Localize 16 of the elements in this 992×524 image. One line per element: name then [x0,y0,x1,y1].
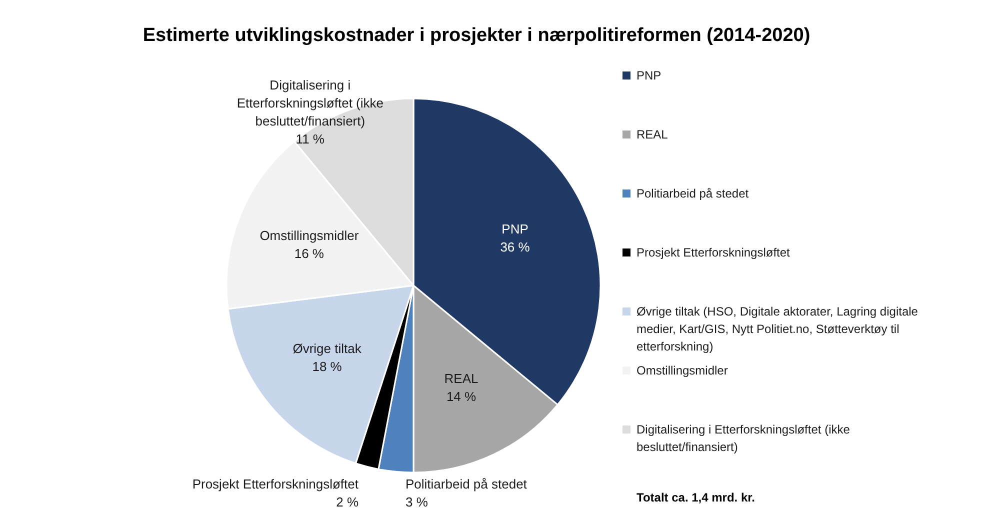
data-label: Digitalisering i Etterforskningsløftet (ikke besluttet/finansiert) 11 % [236,78,384,147]
legend-label: Øvrige tiltak (HSO, Digitale aktorater, Lagring digitale medier, Kart/GIS, Nytt Politiet.no, Støtteverktøy til etterforskning) [636,304,918,354]
legend-label: REAL [636,128,668,142]
text: Totalt ca. 1,4 mrd. kr. [636,490,755,504]
legend-label: Politiarbeid på stedet [636,186,750,200]
legend-label: Omstillingsmidler [636,364,728,378]
data-label: Omstillingsmidler 16 % [260,228,360,262]
legend-label: PNP [636,68,662,82]
data-label: Politiarbeid på stedet 3 % [406,476,528,510]
data-label: Øvrige tiltak 18 % [292,341,362,374]
data-label: Prosjekt Etterforskningsløftet 2 % [192,476,359,510]
legend-label: Digitalisering i Etterforskningsløftet (ikke besluttet/finansiert) [636,422,850,454]
chart-title: Estimerte utviklingskostnader i prosjekter i nærpolitireformen (2014-2020) [142,25,810,46]
data-label: PNP 36 % [500,222,530,255]
legend-label: Prosjekt Etterforskningsløftet [636,246,791,260]
data-label: REAL 14 % [444,371,478,404]
